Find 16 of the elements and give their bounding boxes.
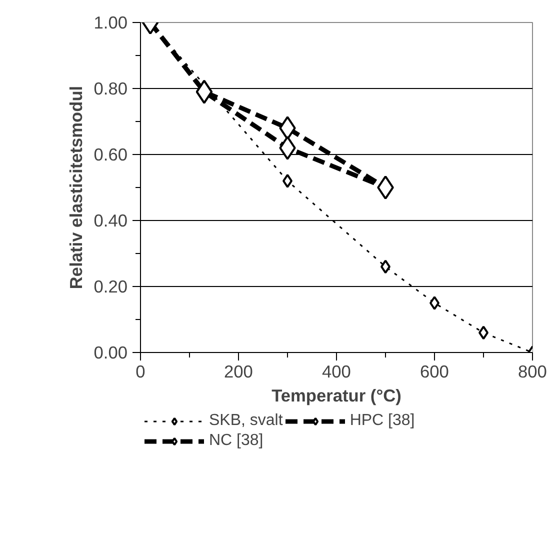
- y-tick-label: 0.00: [94, 342, 128, 362]
- y-tick-label: 0.80: [94, 78, 128, 98]
- y-tick-label: 1.00: [94, 12, 128, 32]
- x-axis-title: Temperatur (°C): [272, 386, 402, 406]
- legend-label: HPC [38]: [350, 412, 415, 430]
- legend-label: SKB, svalt: [209, 412, 283, 430]
- legend-label: NC [38]: [209, 432, 264, 450]
- x-tick-label: 200: [224, 362, 253, 382]
- y-axis-title: Relativ elasticitetsmodul: [66, 86, 86, 290]
- y-tick-label: 0.20: [94, 276, 128, 296]
- x-tick-label: 400: [322, 362, 351, 382]
- x-tick-label: 0: [136, 362, 146, 382]
- x-tick-label: 600: [420, 362, 449, 382]
- y-tick-label: 0.40: [94, 210, 128, 230]
- y-tick-label: 0.60: [94, 144, 128, 164]
- x-tick-label: 800: [518, 362, 547, 382]
